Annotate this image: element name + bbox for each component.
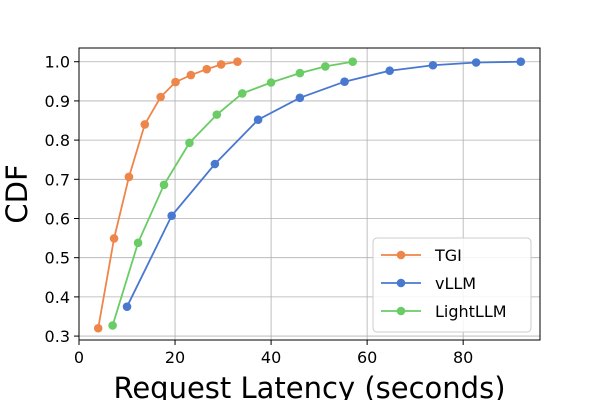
series-layer (93, 57, 526, 333)
data-point-lightllm (237, 89, 247, 98)
x-tick-label: 0 (74, 348, 84, 367)
data-point-lightllm (321, 62, 330, 71)
data-point-vllm (471, 58, 481, 67)
data-point-lightllm (212, 110, 222, 119)
data-point-vllm (253, 115, 263, 125)
x-tick-label: 60 (357, 348, 377, 367)
legend-label-tgi: TGI (434, 246, 462, 265)
legend-label-vllm: vLLM (435, 274, 476, 293)
data-point-lightllm (159, 180, 169, 190)
data-point-tgi (140, 120, 150, 129)
legend-marker-tgi (396, 250, 406, 260)
y-tick-label: 0.6 (45, 209, 70, 228)
grid (78, 48, 540, 340)
y-tick-label: 0.4 (45, 288, 70, 307)
y-tick-label: 0.9 (45, 92, 70, 111)
y-tick-label: 0.8 (45, 131, 70, 150)
data-point-vllm (428, 60, 438, 70)
series-line-tgi (97, 60, 238, 329)
x-axis-label: Request Latency (seconds) (113, 371, 505, 400)
data-point-lightllm (108, 321, 117, 330)
y-tick-label: 0.7 (45, 170, 70, 189)
data-point-tgi (124, 172, 134, 182)
data-point-tgi (216, 60, 226, 69)
data-point-lightllm (295, 68, 305, 78)
data-point-lightllm (348, 57, 358, 67)
y-tick-label: 1.0 (45, 53, 70, 72)
data-point-tgi (156, 92, 165, 102)
y-axis-label: CDF (0, 164, 34, 223)
data-point-vllm (210, 159, 220, 169)
series-line-vllm (126, 60, 521, 308)
data-point-lightllm (266, 78, 276, 87)
plot-frame (78, 47, 541, 341)
x-tick-label: 40 (261, 348, 281, 367)
y-tick-label: 0.3 (45, 327, 70, 346)
series-lightllm (108, 57, 358, 330)
data-point-tgi (93, 323, 103, 333)
series-line-lightllm (111, 60, 353, 326)
data-point-tgi (171, 77, 180, 87)
data-point-tgi (109, 234, 119, 243)
data-point-vllm (295, 93, 305, 103)
series-vllm (122, 57, 526, 311)
data-point-tgi (186, 70, 196, 80)
data-point-vllm (340, 77, 349, 87)
data-point-vllm (385, 66, 394, 76)
x-tick-label: 20 (165, 348, 185, 367)
legend-marker-vllm (396, 278, 406, 288)
ticks: 0 20 40 60 80 0.3 0.4 0.5 0.6 0.7 0.8 0.9 1.0 (45, 53, 474, 367)
data-point-vllm (167, 211, 176, 221)
legend: TGI vLLM LightLLM (372, 237, 532, 333)
data-point-tgi (202, 64, 212, 74)
legend-label-lightllm: LightLLM (435, 302, 507, 321)
legend-marker-lightllm (396, 306, 406, 316)
legend-box (372, 237, 532, 333)
data-point-vllm (516, 57, 526, 67)
data-point-lightllm (185, 138, 194, 148)
series-tgi (93, 57, 242, 333)
data-point-lightllm (133, 238, 143, 248)
x-tick-label: 80 (453, 348, 473, 367)
y-tick-label: 0.5 (45, 249, 70, 268)
data-point-vllm (122, 302, 132, 311)
data-point-tgi (233, 57, 242, 67)
